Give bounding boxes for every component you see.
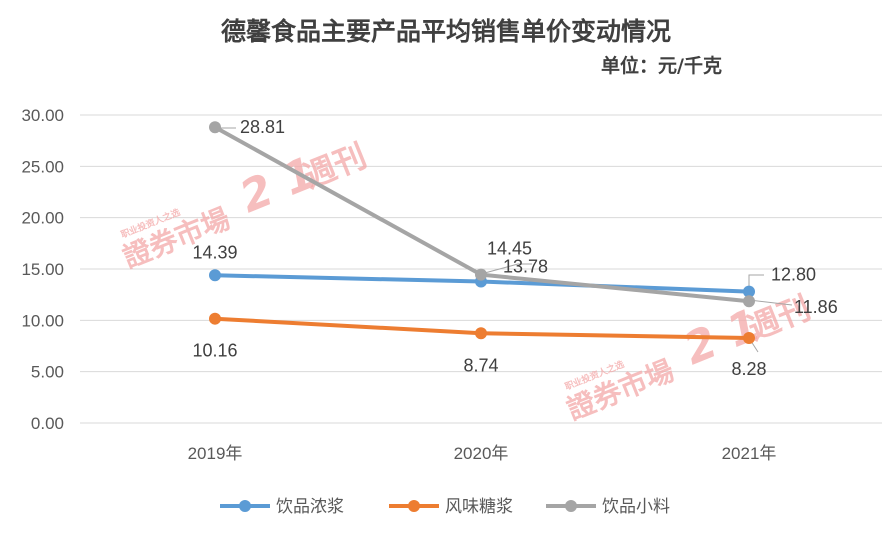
legend-item: 饮品浓浆 (220, 497, 344, 517)
data-point (475, 268, 487, 281)
y-tick-label: 0.00 (31, 414, 64, 433)
y-tick-label: 20.00 (21, 209, 64, 228)
data-label: 11.86 (794, 297, 838, 317)
data-label: 14.45 (487, 239, 532, 259)
data-label: 8.28 (731, 359, 766, 379)
legend-item: 饮品小料 (546, 497, 670, 517)
data-labels: 14.39 13.78 12.80 10.16 8.74 8.28 28.81 14.45 11… (192, 117, 837, 379)
x-tick-label: 2019年 (188, 444, 243, 463)
series-2 (209, 312, 755, 344)
data-point (475, 327, 487, 340)
legend-item: 风味糖浆 (389, 497, 513, 517)
watermark-brand: 週刊 (298, 136, 372, 195)
data-point (209, 121, 221, 134)
legend-swatch-marker (565, 500, 577, 512)
data-point (743, 331, 755, 344)
data-label: 13.78 (503, 257, 548, 277)
legend-label: 饮品浓浆 (276, 497, 344, 517)
legend: 饮品浓浆 风味糖浆 饮品小料 (220, 497, 670, 517)
series-3 (209, 121, 755, 308)
y-tick-label: 15.00 (21, 260, 64, 279)
legend-label: 风味糖浆 (445, 497, 513, 517)
y-tick-label: 5.00 (31, 363, 64, 382)
y-tick-label: 25.00 (21, 157, 64, 176)
chart-subtitle: 单位：元/千克 (601, 54, 722, 77)
data-point (209, 312, 221, 325)
x-tick-label: 2020年 (454, 444, 509, 463)
data-point (743, 285, 755, 298)
data-point (743, 295, 755, 308)
legend-swatch-marker (408, 500, 420, 512)
data-label: 10.16 (192, 341, 237, 361)
data-label: 14.39 (192, 242, 237, 262)
y-tick-label: 10.00 (21, 311, 64, 330)
y-tick-label: 30.00 (21, 106, 64, 125)
x-axis-ticks: 2019年 2020年 2021年 (188, 444, 777, 463)
leader-line (480, 263, 532, 275)
legend-swatch-marker (239, 500, 251, 512)
x-tick-label: 2021年 (722, 444, 777, 463)
chart-title: 德馨食品主要产品平均销售单价变动情况 (221, 17, 671, 46)
data-point (209, 269, 221, 282)
y-axis-ticks: 0.00 5.00 10.00 15.00 20.00 25.00 30.00 (21, 106, 64, 433)
watermark-right: 證券市場 职业投资人之选 2 1 週刊 (562, 288, 815, 426)
data-label: 12.80 (771, 265, 816, 285)
series (209, 121, 755, 344)
data-label: 8.74 (463, 355, 498, 375)
data-label: 28.81 (240, 117, 285, 137)
watermark-left: 證券市場 职业投资人之选 2 1 週刊 (118, 136, 372, 274)
leader-line (748, 299, 793, 306)
legend-label: 饮品小料 (602, 497, 670, 517)
